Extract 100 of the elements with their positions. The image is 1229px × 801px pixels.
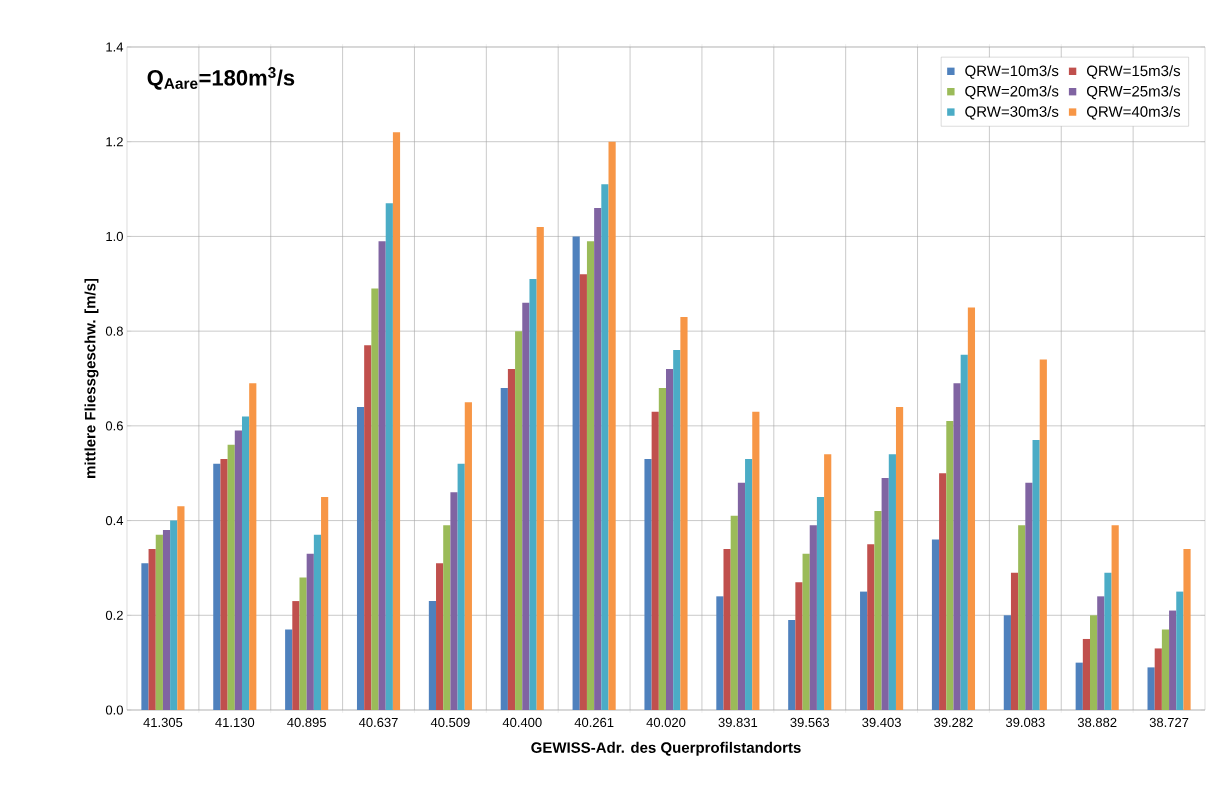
bar xyxy=(1111,525,1119,710)
bar xyxy=(802,553,810,710)
y-tick-label: 0.8 xyxy=(105,326,123,336)
bar xyxy=(881,477,889,710)
x-tick-label: 38.727 xyxy=(1149,717,1189,727)
bar xyxy=(788,620,796,710)
bar xyxy=(155,534,163,710)
legend-label: QRW=20m3/s xyxy=(965,85,1059,100)
bar xyxy=(1147,667,1155,710)
legend-label: QRW=40m3/s xyxy=(1087,105,1181,120)
bar xyxy=(170,520,178,710)
bar xyxy=(723,548,731,710)
x-axis-title: GEWISS-Adr. des Querprofilstandorts xyxy=(531,741,801,756)
bar xyxy=(234,430,242,710)
bar xyxy=(428,601,437,710)
x-tick-label: 40.400 xyxy=(502,717,542,727)
bar xyxy=(1032,440,1040,710)
y-tick-label: 1.2 xyxy=(106,137,123,147)
bar xyxy=(666,369,674,710)
x-tick-label: 38.882 xyxy=(1077,717,1117,727)
bar xyxy=(1161,629,1170,710)
text: Q$_{Aare}$=180m$^{3}$/s xyxy=(147,67,295,90)
bar xyxy=(1018,525,1026,710)
bar xyxy=(1183,548,1191,710)
bar xyxy=(356,406,365,710)
x-tick-label: 40.895 xyxy=(287,717,326,727)
bar xyxy=(1003,615,1011,710)
x-tick-label: 39.831 xyxy=(718,717,758,727)
legend-label: QRW=30m3/s xyxy=(965,105,1059,120)
bar xyxy=(1176,591,1184,710)
bar xyxy=(874,511,882,710)
y-tick-label: 0.0 xyxy=(105,705,123,715)
bar xyxy=(946,421,954,710)
bar xyxy=(436,563,444,710)
bar xyxy=(285,629,293,710)
bar xyxy=(364,345,372,710)
bar xyxy=(522,302,530,710)
bar xyxy=(392,132,401,710)
bar xyxy=(931,539,940,710)
bar xyxy=(809,525,817,710)
bar xyxy=(608,141,616,710)
y-tick-label: 1.4 xyxy=(106,42,124,52)
y-tick-label: 1.0 xyxy=(106,231,123,242)
bar xyxy=(586,241,595,710)
bar xyxy=(507,369,516,710)
bar xyxy=(939,473,947,710)
bar xyxy=(644,459,652,710)
bar xyxy=(651,411,659,710)
legend-label: QRW=15m3/s xyxy=(1087,65,1181,79)
bar xyxy=(745,459,753,710)
bar xyxy=(213,463,221,710)
bar xyxy=(1039,359,1047,710)
bar xyxy=(306,553,314,710)
bar xyxy=(457,463,465,710)
legend-label: QRW=10m3/s xyxy=(965,65,1059,79)
x-tick-label: 41.305 xyxy=(143,717,183,727)
y-tick-label: 0.2 xyxy=(105,610,123,620)
y-tick-label: 0.4 xyxy=(105,515,124,526)
bar xyxy=(579,274,587,710)
bar xyxy=(795,582,803,710)
bar xyxy=(658,387,666,710)
x-tick-label: 40.637 xyxy=(358,717,398,727)
x-tick-label: 39.282 xyxy=(934,717,973,727)
bar xyxy=(443,525,451,710)
bar xyxy=(1090,615,1098,710)
bar xyxy=(967,307,976,710)
bar xyxy=(1154,648,1162,710)
bar xyxy=(572,236,580,710)
bar xyxy=(321,496,329,710)
bar xyxy=(371,288,379,710)
bar xyxy=(752,411,760,710)
x-tick-label: 39.563 xyxy=(790,717,830,727)
legend-label: QRW=25m3/s xyxy=(1087,85,1181,100)
y-axis-title: mittlere Fliessgeschw. [m/s] xyxy=(84,278,99,478)
bar xyxy=(378,241,386,710)
bar xyxy=(737,482,746,710)
bar xyxy=(249,383,257,710)
bar xyxy=(464,402,472,710)
bar xyxy=(673,350,681,710)
bar xyxy=(299,577,307,710)
x-tick-label: 40.261 xyxy=(574,717,614,727)
bar xyxy=(450,492,458,710)
bar xyxy=(680,316,688,710)
bar xyxy=(1010,572,1019,710)
bar xyxy=(960,354,968,710)
bar xyxy=(895,406,904,710)
bar xyxy=(227,444,235,710)
bar xyxy=(241,416,250,710)
bar xyxy=(500,387,508,710)
bar xyxy=(515,331,523,710)
bar xyxy=(1104,572,1112,710)
bar xyxy=(888,454,896,710)
bar xyxy=(816,496,825,710)
bar xyxy=(867,544,875,710)
bar xyxy=(1082,638,1091,710)
bar xyxy=(601,184,609,710)
bar xyxy=(860,591,868,710)
bar xyxy=(594,208,602,710)
bar xyxy=(1097,596,1105,710)
x-tick-label: 39.083 xyxy=(1005,717,1045,727)
